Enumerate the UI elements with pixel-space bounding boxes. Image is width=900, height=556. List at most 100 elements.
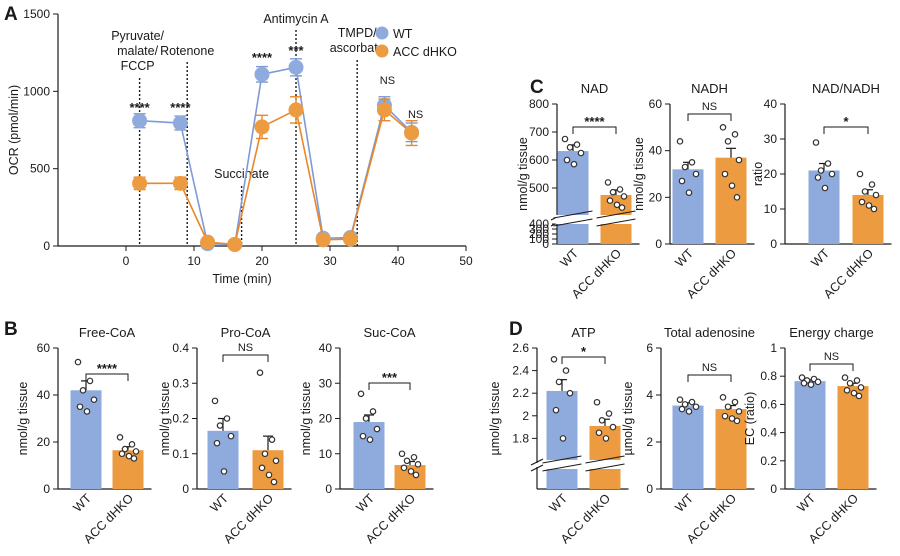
- bar-acc: [715, 157, 747, 244]
- y-tick-label: 200: [529, 227, 549, 241]
- data-dot: [676, 396, 684, 404]
- injection-label: Rotenone: [160, 44, 214, 58]
- data-dot: [817, 167, 825, 174]
- data-dot: [223, 415, 231, 422]
- y-tick-label: 100: [529, 232, 549, 246]
- data-dot: [272, 457, 280, 465]
- bar-break-mark: [585, 455, 625, 464]
- data-dot: [685, 189, 693, 196]
- y-axis-label: OCR (pmol/min): [7, 85, 21, 175]
- data-dot: [872, 191, 880, 199]
- data-dot: [407, 468, 415, 475]
- data-dot: [369, 408, 377, 415]
- y-tick-label: 0.2: [172, 412, 189, 426]
- y-tick-label: 40: [764, 97, 778, 111]
- category-label: WT: [808, 246, 832, 270]
- y-tick-label: 500: [30, 162, 50, 176]
- y-tick-label: 2.2: [512, 386, 529, 400]
- data-dot: [721, 170, 729, 178]
- data-dot: [74, 358, 82, 366]
- y-axis-label: ratio: [751, 162, 765, 186]
- data-dot: [609, 188, 617, 196]
- x-tick-label: 40: [391, 254, 405, 268]
- y-tick-label: 0: [770, 482, 777, 496]
- significance-mark: *: [581, 344, 587, 359]
- data-dot: [735, 408, 743, 415]
- legend-label: ACC dHKO: [393, 45, 457, 59]
- significance-bracket: [85, 373, 129, 381]
- data-dot: [227, 432, 235, 440]
- data-dot: [856, 170, 864, 178]
- y-axis-label: nmol/g tissue: [632, 137, 646, 211]
- data-point: [132, 113, 148, 129]
- data-dot: [798, 374, 806, 381]
- data-dot: [676, 138, 684, 145]
- axis-break-mark: [530, 464, 544, 472]
- y-axis-label: nmol/g tissue: [158, 382, 172, 456]
- data-point: [172, 175, 188, 191]
- y-tick-label: 0.6: [760, 397, 777, 411]
- data-dot: [211, 397, 219, 405]
- y-tick-label: 0.8: [760, 369, 777, 383]
- x-tick-label: 0: [123, 254, 130, 268]
- y-axis-label: EC (ratio): [743, 392, 757, 445]
- data-dot: [724, 403, 732, 411]
- significance-mark: *: [843, 114, 849, 129]
- significance-bracket: [687, 374, 732, 382]
- data-dot: [685, 408, 693, 415]
- y-tick-label: 40: [37, 388, 51, 402]
- bar-break-gap: [544, 460, 580, 469]
- data-dot: [728, 182, 736, 189]
- data-dot: [362, 415, 370, 422]
- significance-mark: ****: [584, 114, 605, 129]
- data-dot: [735, 156, 743, 164]
- panel-a-letter: A: [4, 4, 18, 25]
- y-tick-label: 2.6: [512, 341, 529, 355]
- bar-wt: [672, 169, 704, 244]
- significance-mark: ***: [382, 370, 398, 385]
- data-dot: [414, 461, 422, 468]
- data-dot: [555, 378, 563, 386]
- data-dot: [595, 429, 603, 437]
- category-label: WT: [557, 246, 581, 270]
- injection-label: ascorbate: [330, 41, 385, 55]
- data-dot: [868, 181, 876, 188]
- data-dot: [561, 135, 569, 143]
- panel-title: Energy charge: [789, 325, 874, 340]
- data-dot: [86, 377, 94, 385]
- y-tick-label: 0: [770, 237, 777, 251]
- data-dot: [410, 453, 418, 461]
- data-dot: [843, 386, 851, 394]
- y-tick-label: 0: [43, 239, 50, 253]
- bar-acc: [252, 450, 284, 489]
- data-dot: [130, 455, 138, 462]
- y-tick-label: 500: [529, 181, 549, 195]
- data-dot: [256, 369, 264, 376]
- data-dot: [678, 177, 686, 185]
- y-tick-label: 1500: [23, 7, 50, 21]
- y-tick-label: 4: [646, 388, 653, 402]
- y-tick-label: 0.2: [760, 454, 777, 468]
- panel-title: Free-CoA: [79, 325, 136, 340]
- y-axis-label: nmol/g tissue: [16, 382, 30, 456]
- panel-letter: D: [509, 319, 523, 340]
- y-tick-label: 0: [542, 237, 549, 251]
- data-dot: [606, 197, 614, 204]
- significance-mark: ****: [129, 100, 150, 115]
- data-dot: [613, 201, 621, 209]
- y-tick-label: 30: [764, 132, 778, 146]
- bar-acc: [394, 465, 426, 489]
- y-tick-label: 700: [529, 125, 549, 139]
- y-tick-label: 1000: [23, 84, 50, 98]
- data-dot: [850, 389, 858, 397]
- category-label: WT: [672, 246, 696, 270]
- data-point: [404, 125, 420, 141]
- bar-wt: [808, 170, 840, 244]
- panel-letter: C: [530, 77, 544, 98]
- data-dot: [550, 355, 558, 363]
- y-tick-label: 0: [43, 482, 50, 496]
